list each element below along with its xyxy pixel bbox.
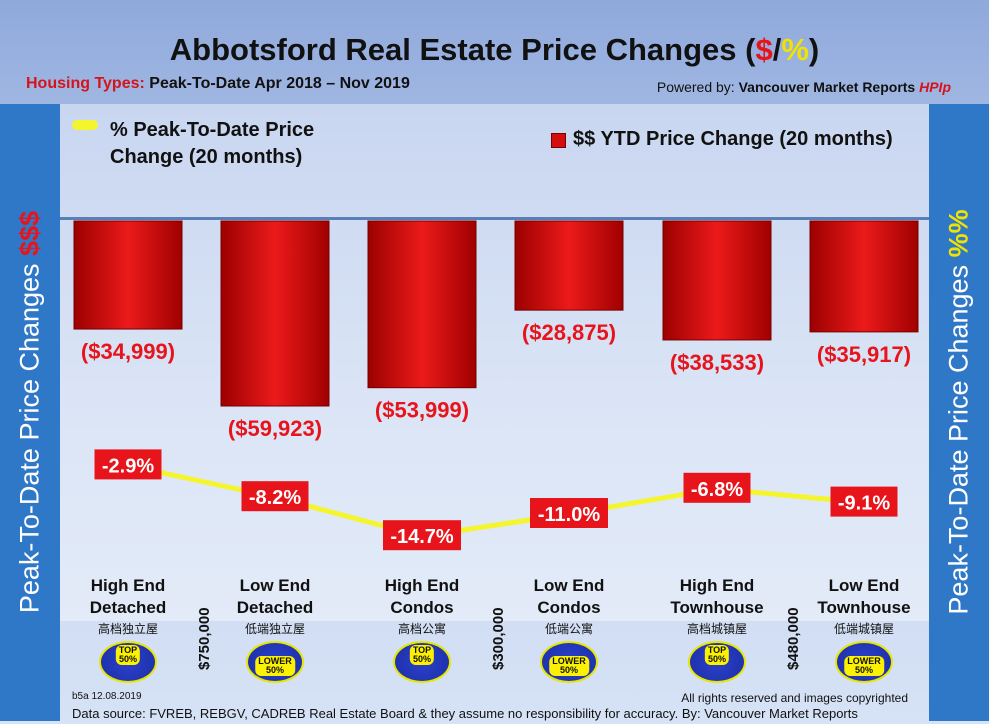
- bar-value-label: ($53,999): [375, 398, 469, 423]
- footer-data-source: Data source: FVREB, REBGV, CADREB Real E…: [72, 706, 858, 721]
- pct-value-label: -8.2%: [249, 487, 301, 509]
- zero-baseline: [60, 217, 929, 220]
- category-name-line2: Condos: [537, 598, 601, 617]
- tier-badge-icon: LOWER 50%: [835, 641, 893, 683]
- tier-badge-icon: TOP 50%: [688, 641, 746, 683]
- category-name-line1: High End: [384, 576, 460, 595]
- pct-label-box: [530, 498, 608, 528]
- category-chinese-name: 低端城镇屋: [833, 622, 894, 636]
- category-label: High End Townhouse 高档城镇屋: [642, 575, 792, 637]
- category-chinese-name: 高档公寓: [397, 622, 446, 636]
- tier-badge-label: LOWER 50%: [844, 656, 884, 676]
- category-name-line2: Detached: [236, 598, 314, 617]
- category-label: Low End Detached 低端独立屋: [200, 575, 350, 637]
- category-name-line2: Townhouse: [670, 598, 764, 617]
- left-sidebar: Peak-To-Date Price Changes $$$: [0, 104, 60, 721]
- category-name-line1: High End: [90, 576, 166, 595]
- price-bar: [662, 220, 772, 341]
- category-name-line1: Low End: [533, 576, 605, 595]
- price-threshold-label: $750,000: [196, 607, 213, 670]
- category-chinese-name: 低端公寓: [544, 622, 593, 636]
- pct-label-box: [94, 449, 162, 480]
- price-threshold-label: $300,000: [490, 607, 507, 670]
- tier-badge-icon: LOWER 50%: [540, 641, 598, 683]
- category-name-line2: Detached: [89, 598, 167, 617]
- category-chinese-name: 高档城镇屋: [686, 622, 747, 636]
- bar-value-label: ($38,533): [670, 350, 764, 375]
- pct-value-label: -11.0%: [538, 504, 600, 526]
- price-bar: [514, 220, 624, 311]
- pct-label-box: [830, 486, 898, 517]
- chart-title: Abbotsford Real Estate Price Changes ($/…: [169, 32, 820, 67]
- legend-line-label: % Peak-To-Date Price Change (20 months): [110, 119, 315, 168]
- tier-badge-label: TOP 50%: [409, 645, 435, 665]
- bar-value-label: ($28,875): [522, 320, 616, 345]
- price-bar: [809, 220, 919, 333]
- category-name-line1: Low End: [239, 576, 311, 595]
- tier-badge-icon: TOP 50%: [99, 641, 157, 683]
- category-label: High End Detached 高档独立屋: [53, 575, 203, 637]
- tier-badge-label: LOWER 50%: [255, 656, 295, 676]
- pct-label-box: [683, 472, 751, 503]
- legend-bar-label: $$ YTD Price Change (20 months): [573, 128, 893, 150]
- legend-bar-swatch: [551, 133, 566, 148]
- right-sidebar: Peak-To-Date Price Changes %%: [929, 104, 989, 721]
- chart-panel: [60, 104, 929, 621]
- category-chinese-name: 低端独立屋: [244, 622, 305, 636]
- powered-by: Powered by: Vancouver Market Reports HPI…: [656, 79, 951, 95]
- pct-series-line: [127, 462, 865, 539]
- price-threshold-label: $480,000: [785, 607, 802, 670]
- legend-line-swatch: [72, 120, 98, 130]
- tier-badge-icon: LOWER 50%: [246, 641, 304, 683]
- category-label: Low End Townhouse 低端城镇屋: [789, 575, 939, 637]
- chart-subtitle: Housing Types: Peak-To-Date Apr 2018 – N…: [26, 75, 410, 92]
- category-name-line2: Condos: [390, 598, 454, 617]
- pct-value-label: -14.7%: [390, 526, 454, 548]
- footer-code: b5a 12.08.2019: [72, 691, 142, 702]
- category-label: Low End Condos 低端公寓: [494, 575, 644, 637]
- category-name-line2: Townhouse: [817, 598, 911, 617]
- category-label: High End Condos 高档公寓: [347, 575, 497, 637]
- bar-value-label: ($35,917): [817, 342, 911, 367]
- category-name-line1: High End: [679, 576, 755, 595]
- tier-badge-label: LOWER 50%: [549, 656, 589, 676]
- pct-value-label: -9.1%: [838, 493, 890, 515]
- bar-value-label: ($34,999): [81, 339, 175, 364]
- price-bar: [220, 220, 330, 407]
- pct-label-box: [383, 520, 461, 551]
- bar-value-label: ($59,923): [228, 416, 322, 441]
- pct-value-label: -2.9%: [102, 455, 154, 477]
- tier-badge-label: TOP 50%: [115, 645, 141, 665]
- footer-rights: All rights reserved and images copyright…: [681, 691, 908, 705]
- category-name-line1: Low End: [828, 576, 900, 595]
- tier-badge-icon: TOP 50%: [393, 641, 451, 683]
- price-bar: [73, 220, 183, 330]
- category-chinese-name: 高档独立屋: [97, 622, 158, 636]
- pct-label-box: [241, 481, 309, 512]
- price-bar: [367, 220, 477, 389]
- pct-value-label: -6.8%: [691, 479, 743, 501]
- tier-badge-label: TOP 50%: [704, 645, 730, 665]
